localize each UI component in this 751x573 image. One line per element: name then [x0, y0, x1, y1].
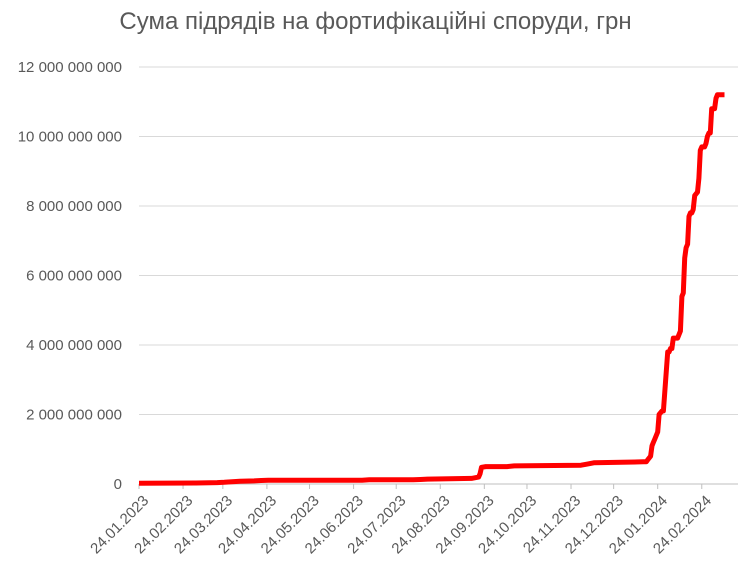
y-tick-label: 12 000 000 000 [18, 59, 122, 76]
y-tick-label: 10 000 000 000 [18, 129, 122, 146]
x-axis [138, 483, 738, 489]
y-tick-label: 2 000 000 000 [26, 407, 122, 424]
y-axis-tick-labels: 0 2 000 000 000 4 000 000 000 6 000 000 000… [18, 59, 122, 493]
gridlines [139, 66, 738, 415]
y-tick-label: 8 000 000 000 [26, 198, 122, 215]
chart-title: Сума підрядів на фортифікаційні споруди,… [119, 8, 632, 35]
y-tick-label: 0 [114, 476, 122, 493]
series-line [138, 92, 726, 486]
y-tick-label: 4 000 000 000 [26, 337, 122, 354]
x-axis-tick-labels: 24.01.202324.02.202324.03.202324.04.2023… [87, 492, 715, 557]
y-tick-label: 6 000 000 000 [26, 268, 122, 285]
